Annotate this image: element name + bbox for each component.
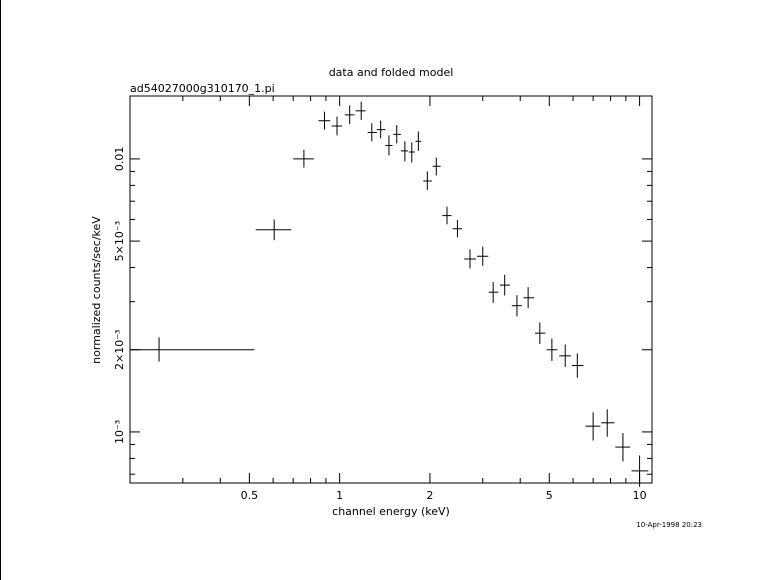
data-point (385, 135, 393, 156)
data-point (631, 455, 649, 487)
data-point (488, 282, 499, 303)
window-left-border (0, 0, 1, 580)
x-tick-label: 10 (633, 489, 647, 502)
data-points (130, 101, 649, 487)
data-point (585, 412, 601, 441)
data-point (571, 353, 584, 378)
data-point (499, 274, 511, 296)
y-axis: 10⁻³ 2×10⁻³ 5×10⁻³ 0.01 (113, 147, 652, 475)
y-tick-label: 10⁻³ (113, 420, 126, 444)
data-point (355, 101, 366, 120)
data-point (367, 123, 377, 142)
data-point (255, 219, 292, 241)
chart-title: data and folded model (329, 66, 454, 79)
chart-subtitle: ad54027000g310170_1.pi (130, 82, 275, 95)
data-point (476, 246, 489, 266)
data-point (293, 149, 314, 168)
data-point (344, 105, 355, 125)
y-tick-label: 0.01 (113, 147, 126, 172)
data-point (523, 287, 535, 309)
x-axis: 0.5 1 2 5 10 (129, 96, 647, 502)
timestamp-footer: 10-Apr-1998 20:23 (636, 521, 702, 529)
y-axis-label: normalized counts/sec/keV (90, 216, 103, 364)
data-point (511, 295, 522, 317)
data-point (423, 171, 432, 190)
x-tick-label: 1 (336, 489, 343, 502)
data-point (393, 125, 401, 144)
plot-frame (129, 95, 653, 484)
x-axis-label: channel energy (keV) (332, 505, 450, 518)
data-point (408, 142, 415, 163)
data-point (415, 131, 422, 151)
data-point (376, 120, 386, 139)
x-tick-label: 5 (546, 489, 553, 502)
data-point (464, 249, 477, 269)
data-point (452, 220, 463, 238)
data-point (442, 206, 452, 225)
data-point (546, 338, 558, 361)
y-tick-label: 2×10⁻³ (113, 330, 126, 370)
data-point (400, 141, 408, 162)
data-point (534, 322, 546, 344)
y-tick-label: 5×10⁻³ (113, 221, 126, 261)
data-point (615, 433, 631, 462)
data-point (432, 157, 441, 176)
data-point (331, 116, 343, 136)
data-point (559, 344, 571, 367)
x-tick-label: 2 (426, 489, 433, 502)
x-tick-label: 0.5 (241, 489, 259, 502)
data-point (130, 337, 255, 362)
data-point (601, 409, 615, 437)
data-point (318, 111, 331, 130)
